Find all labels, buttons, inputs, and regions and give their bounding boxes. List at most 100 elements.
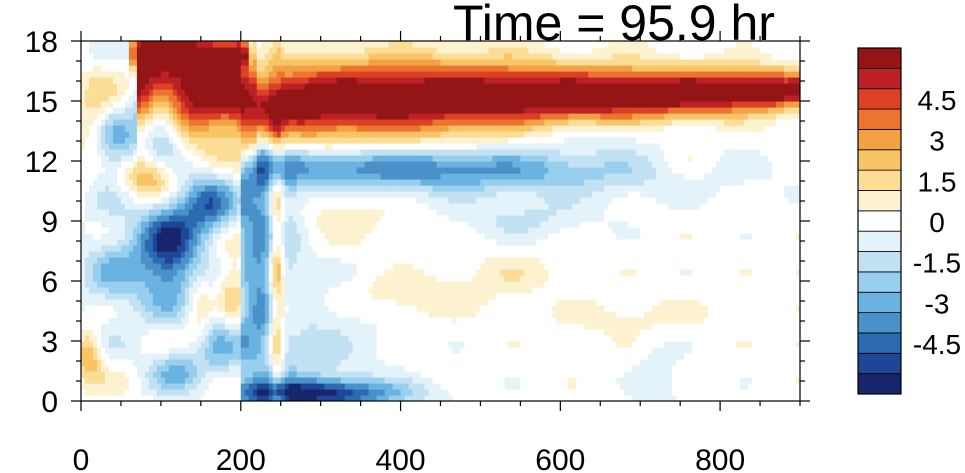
heatmap-cell — [296, 287, 302, 294]
heatmap-cell — [168, 311, 174, 318]
heatmap-cell — [272, 191, 278, 198]
heatmap-cell — [400, 125, 406, 132]
heatmap-cell — [228, 371, 234, 378]
heatmap-cell — [348, 125, 354, 132]
heatmap-cell — [284, 269, 290, 276]
heatmap-cell — [360, 371, 366, 378]
heatmap-cell — [172, 59, 178, 66]
heatmap-cell — [368, 119, 374, 126]
heatmap-cell — [268, 227, 274, 234]
heatmap-cell — [120, 47, 126, 54]
heatmap-cell — [160, 239, 166, 246]
heatmap-cell — [260, 167, 266, 174]
heatmap-cell — [160, 395, 166, 401]
heatmap-cell — [240, 365, 246, 372]
heatmap-cell — [120, 149, 126, 156]
heatmap-cell — [124, 131, 130, 138]
heatmap-cell — [384, 95, 390, 102]
heatmap-cell — [276, 197, 282, 204]
heatmap-cell — [276, 251, 282, 258]
heatmap-cell — [384, 41, 390, 48]
heatmap-cell — [332, 329, 338, 336]
heatmap-cell — [376, 383, 382, 390]
heatmap-cell — [180, 311, 186, 318]
heatmap-cell — [364, 383, 370, 390]
heatmap-cell — [284, 221, 290, 228]
heatmap-cell — [104, 257, 110, 264]
heatmap-cell — [292, 143, 298, 150]
heatmap-cell — [288, 359, 294, 366]
heatmap-cell — [200, 65, 206, 72]
heatmap-cell — [340, 317, 346, 324]
heatmap-cell — [176, 275, 182, 282]
heatmap-cell — [236, 227, 242, 234]
heatmap-cell — [400, 275, 406, 282]
heatmap-cell — [372, 257, 378, 264]
heatmap-cell — [100, 305, 106, 312]
heatmap-cell — [176, 137, 182, 144]
heatmap-cell — [324, 263, 330, 270]
heatmap-cell — [236, 263, 242, 270]
heatmap-cell — [300, 209, 306, 216]
heatmap-cell — [224, 107, 230, 114]
heatmap-cell — [100, 59, 106, 66]
heatmap-cell — [372, 341, 378, 348]
heatmap-cell — [336, 113, 342, 120]
heatmap-cell — [268, 371, 274, 378]
heatmap-cell — [332, 107, 338, 114]
heatmap-cell — [340, 209, 346, 216]
heatmap-cell — [388, 197, 394, 204]
heatmap-cell — [108, 371, 114, 378]
heatmap-cell — [324, 353, 330, 360]
heatmap-cell — [200, 383, 206, 390]
heatmap-cell — [376, 137, 382, 144]
heatmap-cell — [216, 101, 222, 108]
heatmap-cell — [112, 353, 118, 360]
heatmap-cell — [300, 293, 306, 300]
heatmap-cell — [384, 239, 390, 246]
heatmap-cell — [128, 119, 134, 126]
heatmap-cell — [112, 275, 118, 282]
heatmap-cell — [212, 311, 218, 318]
heatmap-cell — [128, 233, 134, 240]
heatmap-cell — [300, 395, 306, 401]
heatmap-cell — [88, 149, 94, 156]
heatmap-cell — [284, 353, 290, 360]
heatmap-cell — [248, 233, 254, 240]
heatmap-cell — [192, 137, 198, 144]
heatmap-cell — [184, 251, 190, 258]
heatmap-cell — [396, 101, 402, 108]
heatmap-cell — [148, 233, 154, 240]
heatmap-cell — [88, 47, 94, 54]
heatmap-cell — [144, 101, 150, 108]
heatmap-cell — [308, 281, 314, 288]
heatmap-cell — [144, 263, 150, 270]
heatmap-cell — [124, 389, 130, 396]
heatmap-cell — [148, 359, 154, 366]
heatmap-cell — [272, 287, 278, 294]
heatmap-cell — [368, 263, 374, 270]
heatmap-cell — [108, 215, 114, 222]
heatmap-cell — [220, 221, 226, 228]
heatmap-cell — [124, 311, 130, 318]
heatmap-cell — [176, 365, 182, 372]
heatmap-cell — [228, 251, 234, 258]
heatmap-cell — [224, 95, 230, 102]
heatmap-cell — [408, 47, 414, 54]
heatmap-cell — [296, 257, 302, 264]
heatmap-cell — [404, 47, 410, 54]
heatmap-cell — [244, 131, 250, 138]
heatmap-cell — [304, 281, 310, 288]
heatmap-cell — [108, 131, 114, 138]
heatmap-cell — [312, 269, 318, 276]
heatmap-cell — [396, 365, 402, 372]
heatmap-cell — [96, 305, 102, 312]
heatmap-cell — [84, 263, 90, 270]
heatmap-cell — [292, 131, 298, 138]
heatmap-cell — [164, 131, 170, 138]
heatmap-cell — [212, 149, 218, 156]
heatmap-cell — [320, 167, 326, 174]
heatmap-cell — [240, 245, 246, 252]
heatmap-cell — [140, 245, 146, 252]
heatmap-cell — [296, 251, 302, 258]
